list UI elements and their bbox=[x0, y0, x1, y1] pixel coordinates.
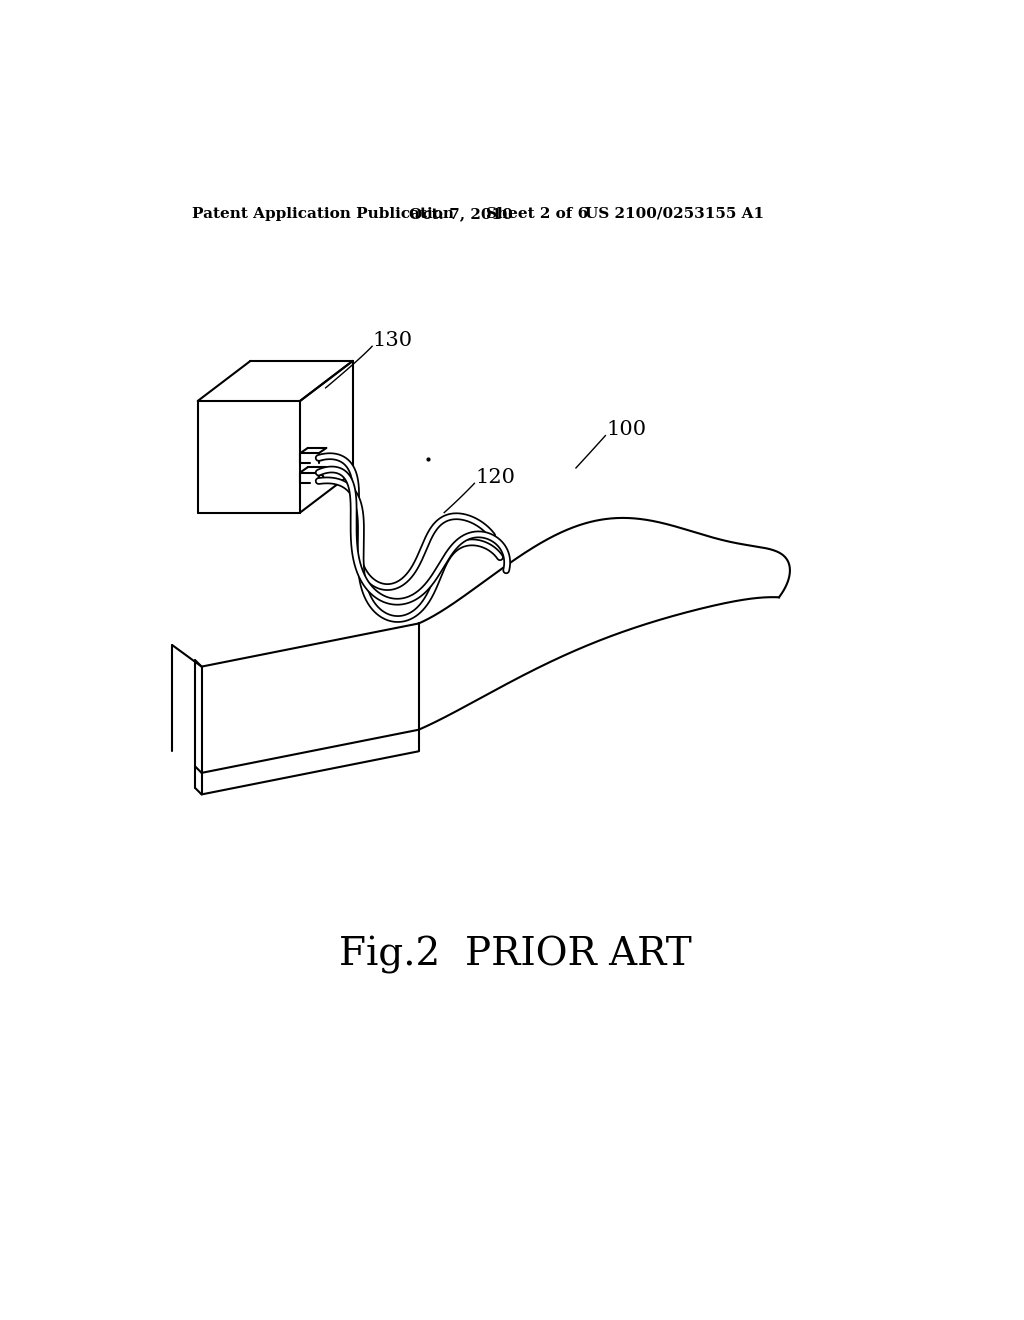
Text: 130: 130 bbox=[372, 331, 413, 350]
Text: US 2100/0253155 A1: US 2100/0253155 A1 bbox=[586, 207, 764, 220]
Text: 100: 100 bbox=[606, 420, 646, 440]
Text: Fig.2  PRIOR ART: Fig.2 PRIOR ART bbox=[339, 936, 692, 974]
Text: Sheet 2 of 6: Sheet 2 of 6 bbox=[486, 207, 589, 220]
Text: Patent Application Publication: Patent Application Publication bbox=[191, 207, 454, 220]
Text: Oct. 7, 2010: Oct. 7, 2010 bbox=[410, 207, 513, 220]
Text: 120: 120 bbox=[475, 469, 515, 487]
